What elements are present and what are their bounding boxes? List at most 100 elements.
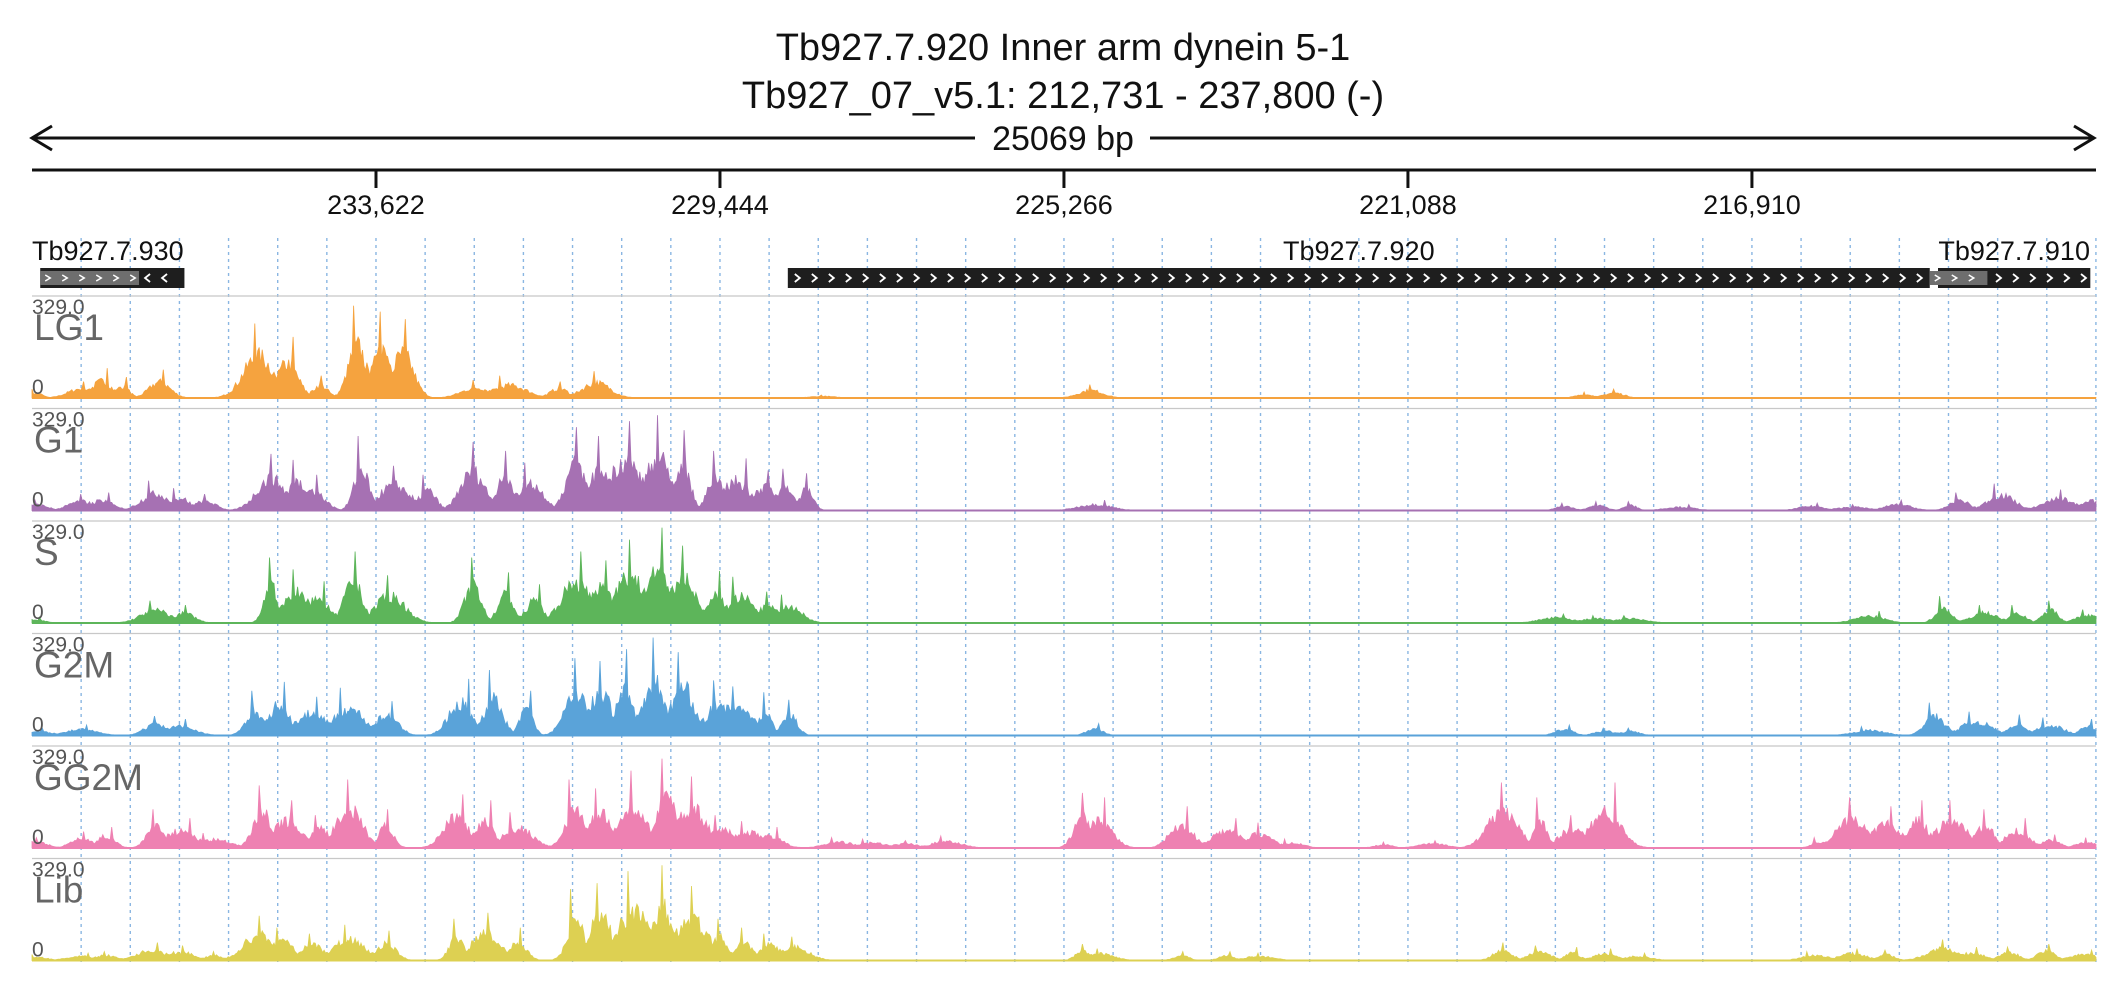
strand-chevron-icon xyxy=(1287,273,1295,283)
track-ymax-label: 329.0 xyxy=(32,409,85,432)
track-ymin-label: 0 xyxy=(32,826,44,849)
strand-chevron-icon xyxy=(1117,273,1125,283)
strand-chevron-icon xyxy=(1270,273,1278,283)
coverage-area xyxy=(31,415,2097,511)
coverage-area xyxy=(31,637,2097,736)
strand-chevron-icon xyxy=(1440,273,1448,283)
strand-chevron-icon xyxy=(1763,273,1771,283)
gene-label: Tb927.7.920 xyxy=(1283,236,1435,266)
arrow-right-icon xyxy=(2073,124,2097,152)
locus-label: Tb927_07_v5.1: 212,731 - 237,800 (-) xyxy=(742,75,1384,117)
strand-chevron-icon xyxy=(1542,273,1550,283)
coverage-area xyxy=(31,527,2097,624)
strand-chevron-icon xyxy=(1695,273,1703,283)
strand-chevron-icon xyxy=(1134,273,1142,283)
track-label: S xyxy=(34,532,59,573)
strand-chevron-icon xyxy=(2063,273,2071,283)
strand-chevron-icon xyxy=(998,273,1006,283)
ruler-tick-label: 225,266 xyxy=(1015,190,1113,220)
track-label: GG2M xyxy=(34,757,143,798)
ruler-tick-label: 229,444 xyxy=(671,190,769,220)
coordinate-ruler: 233,622 229,444 225,266 221,088 216,910 xyxy=(32,168,2096,220)
track-ymin-label: 0 xyxy=(32,489,44,512)
track-ymin-label: 0 xyxy=(32,714,44,737)
strand-chevron-icon xyxy=(1848,273,1856,283)
strand-chevron-icon xyxy=(828,273,836,283)
utr-segment xyxy=(1929,271,1988,285)
strand-chevron-icon xyxy=(930,273,938,283)
strand-chevron-icon xyxy=(1236,273,1244,283)
gene-label: Tb927.7.910 xyxy=(1938,236,2090,266)
strand-chevron-icon xyxy=(1576,273,1584,283)
coverage-tracks: LG1329.00G1329.00S329.00G2M329.00GG2M329… xyxy=(31,295,2097,962)
strand-chevron-icon xyxy=(1389,273,1397,283)
strand-chevron-icon xyxy=(95,274,103,282)
strand-chevron-icon xyxy=(2046,273,2054,283)
strand-chevron-icon xyxy=(1916,273,1924,283)
strand-chevron-icon xyxy=(78,274,86,282)
strand-chevron-icon xyxy=(1032,273,1040,283)
track-label: G1 xyxy=(34,420,83,461)
strand-chevron-icon xyxy=(1831,273,1839,283)
track-ymax-label: 329.0 xyxy=(32,521,85,544)
strand-chevron-icon xyxy=(1951,274,1959,282)
coverage-area xyxy=(31,305,2097,399)
strand-chevron-icon xyxy=(1882,273,1890,283)
strand-chevron-icon xyxy=(947,273,955,283)
gene-bar[interactable] xyxy=(787,268,1930,288)
coverage-area xyxy=(31,865,2097,961)
strand-chevron-icon xyxy=(1729,273,1737,283)
strand-chevron-icon xyxy=(143,273,151,283)
strand-chevron-icon xyxy=(981,273,989,283)
strand-chevron-icon xyxy=(2029,273,2037,283)
strand-chevron-icon xyxy=(1457,273,1465,283)
ruler-tick-label: 233,622 xyxy=(327,190,425,220)
track-ymin-label: 0 xyxy=(32,939,44,962)
strand-chevron-icon xyxy=(1321,273,1329,283)
strand-chevron-icon xyxy=(1865,273,1873,283)
strand-chevron-icon xyxy=(1304,273,1312,283)
track-ymax-label: 329.0 xyxy=(32,859,85,882)
strand-chevron-icon xyxy=(1968,274,1976,282)
strand-chevron-icon xyxy=(1083,273,1091,283)
strand-chevron-icon xyxy=(1168,273,1176,283)
strand-chevron-icon xyxy=(1491,273,1499,283)
strand-chevron-icon xyxy=(1797,273,1805,283)
strand-chevron-icon xyxy=(1355,273,1363,283)
strand-chevron-icon xyxy=(1814,273,1822,283)
strand-chevron-icon xyxy=(1151,273,1159,283)
strand-chevron-icon xyxy=(896,273,904,283)
track-label: Lib xyxy=(34,870,83,911)
track-ymin-label: 0 xyxy=(32,601,44,624)
span-ruler: 25069 bp xyxy=(29,120,2097,158)
strand-chevron-icon xyxy=(1610,273,1618,283)
strand-chevron-icon xyxy=(44,274,52,282)
strand-chevron-icon xyxy=(1474,273,1482,283)
strand-chevron-icon xyxy=(1423,273,1431,283)
strand-chevron-icon xyxy=(1185,273,1193,283)
strand-chevron-icon xyxy=(1627,273,1635,283)
strand-chevron-icon xyxy=(1219,273,1227,283)
strand-chevron-icon xyxy=(845,273,853,283)
strand-chevron-icon xyxy=(2080,273,2088,283)
arrow-left-icon xyxy=(29,124,53,152)
strand-chevron-icon xyxy=(61,274,69,282)
track-ymax-label: 329.0 xyxy=(32,746,85,769)
ruler-tick-label: 221,088 xyxy=(1359,190,1457,220)
strand-chevron-icon xyxy=(1406,273,1414,283)
strand-chevron-icon xyxy=(2012,273,2020,283)
strand-chevron-icon xyxy=(794,273,802,283)
span-length-label: 25069 bp xyxy=(992,120,1134,158)
strand-chevron-icon xyxy=(862,273,870,283)
track-label: LG1 xyxy=(34,307,104,348)
strand-chevron-icon xyxy=(1712,273,1720,283)
strand-chevron-icon xyxy=(1338,273,1346,283)
strand-chevron-icon xyxy=(1525,273,1533,283)
